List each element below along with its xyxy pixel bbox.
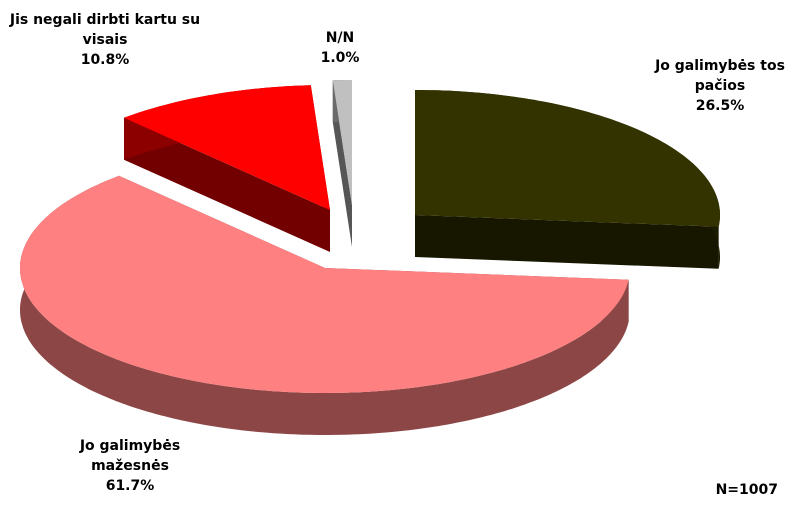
pie-slice bbox=[124, 85, 330, 210]
slice-name: Jo galimybės tos pačios bbox=[655, 58, 785, 94]
slice-label: N/N 1.0% bbox=[300, 28, 380, 68]
slice-label: Jo galimybės mažesnės 61.7% bbox=[55, 436, 205, 496]
slice bbox=[124, 85, 330, 252]
slice-percent: 61.7% bbox=[105, 478, 155, 494]
pie-slice bbox=[415, 90, 720, 227]
slice-percent: 26.5% bbox=[695, 98, 745, 114]
slice bbox=[20, 175, 629, 436]
slice-percent: 1.0% bbox=[320, 50, 360, 66]
pie-slice bbox=[332, 80, 352, 205]
slice-label: Jo galimybės tos pačios 26.5% bbox=[630, 56, 808, 116]
slice-name: N/N bbox=[325, 30, 355, 46]
slice-name: Jo galimybės mažesnės bbox=[79, 438, 181, 474]
slice-percent: 10.8% bbox=[80, 52, 130, 68]
slice-wall bbox=[415, 215, 719, 269]
slice bbox=[415, 90, 720, 269]
slice-label: Jis negali dirbti kartu su visais 10.8% bbox=[5, 10, 205, 70]
pie-slice bbox=[20, 175, 629, 393]
slice bbox=[332, 80, 352, 247]
sample-size-note: N=1007 bbox=[715, 482, 778, 498]
slice-name: Jis negali dirbti kartu su visais bbox=[9, 12, 201, 48]
slice-wall bbox=[124, 117, 330, 252]
